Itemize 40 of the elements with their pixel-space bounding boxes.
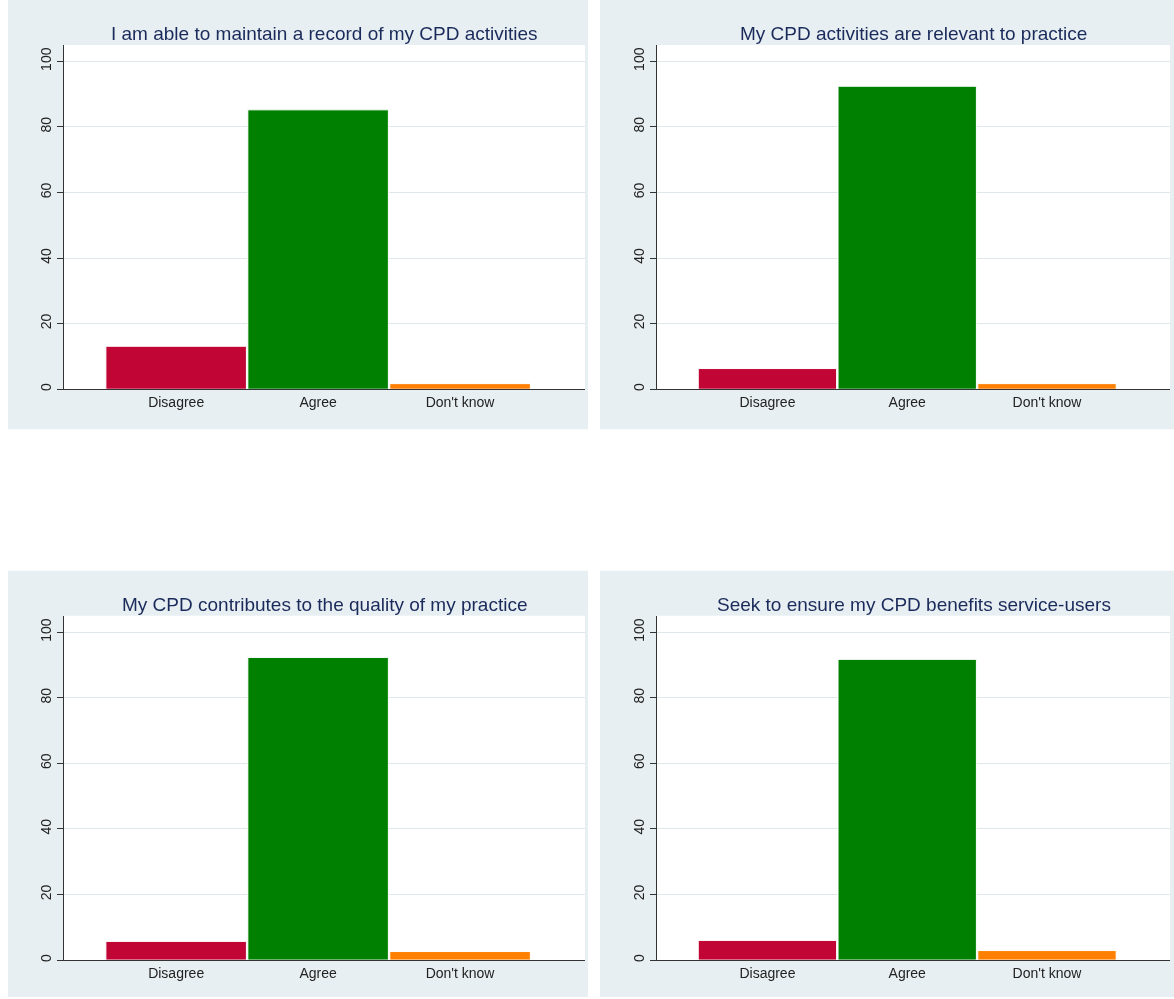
y-tick-label: 0 <box>38 953 55 962</box>
y-tick-label: 0 <box>38 383 55 392</box>
y-tick-label: 80 <box>38 687 55 704</box>
y-tick-label: 40 <box>631 247 648 264</box>
y-tick-label: 100 <box>38 618 55 642</box>
x-tick-label: Don't know <box>425 964 496 981</box>
y-tick-label: 60 <box>631 753 648 770</box>
x-tick-label: Don't know <box>1012 964 1083 981</box>
chart-title: Seek to ensure my CPD benefits service-users <box>717 594 1111 615</box>
y-tick-label: 60 <box>38 753 55 770</box>
x-tick-label: Disagree <box>739 394 796 411</box>
y-tick-label: 80 <box>38 116 55 133</box>
chart-title: I am able to maintain a record of my CPD activities <box>111 23 538 44</box>
y-tick-label: 0 <box>631 383 648 392</box>
x-tick-label: Agree <box>888 964 927 981</box>
y-tick-label: 60 <box>631 182 648 199</box>
y-tick-label: 80 <box>631 687 648 704</box>
y-tick-label: 20 <box>38 313 55 330</box>
x-tick-label: Don't know <box>1012 394 1083 411</box>
y-tick-label: 20 <box>38 884 55 901</box>
x-tick-label: Disagree <box>739 964 796 981</box>
x-tick-label: Disagree <box>148 394 205 411</box>
y-tick-label: 0 <box>631 953 648 962</box>
y-tick-label: 20 <box>631 884 648 901</box>
y-tick-label: 40 <box>38 247 55 264</box>
y-tick-label: 20 <box>631 313 648 330</box>
chart-title: My CPD activities are relevant to practice <box>740 23 1088 44</box>
y-tick-label: 100 <box>631 47 648 71</box>
x-tick-label: Disagree <box>148 964 205 981</box>
y-tick-label: 80 <box>631 116 648 133</box>
y-tick-label: 100 <box>631 618 648 642</box>
y-tick-label: 60 <box>38 182 55 199</box>
x-tick-label: Agree <box>299 964 337 981</box>
x-tick-label: Don't know <box>425 394 496 411</box>
y-tick-label: 40 <box>38 818 55 835</box>
x-tick-label: Agree <box>299 394 337 411</box>
y-tick-label: 40 <box>631 818 648 835</box>
y-tick-label: 100 <box>38 47 55 71</box>
chart-title: My CPD contributes to the quality of my practice <box>122 594 528 615</box>
x-tick-label: Agree <box>888 394 927 411</box>
